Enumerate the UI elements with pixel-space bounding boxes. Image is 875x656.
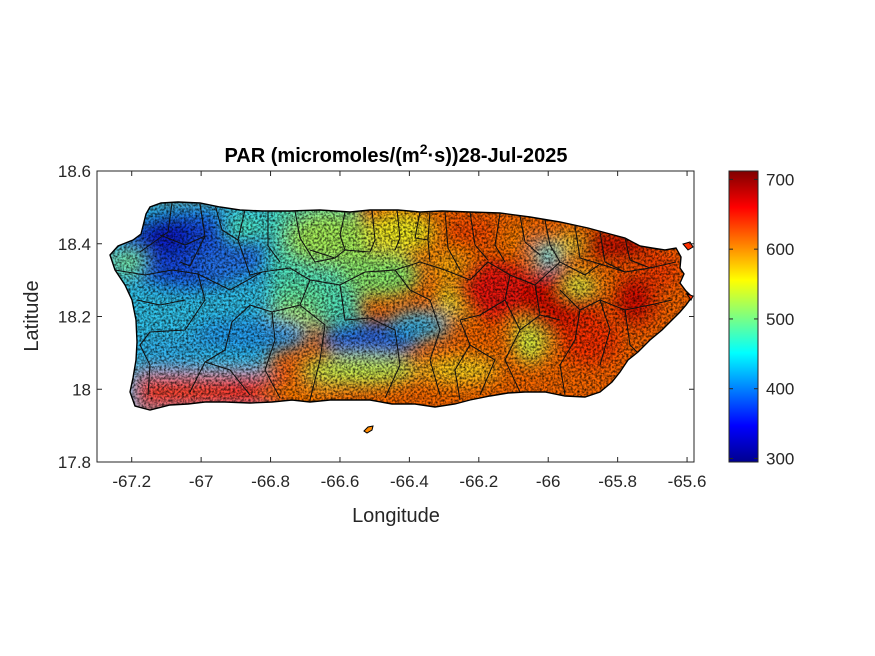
y-tick-label: 17.8 [58, 453, 91, 472]
colorbar-axis: 300 400 500 600 700 [729, 170, 794, 469]
chart-title-prefix: PAR (micromoles/(m [224, 145, 419, 167]
colorbar [728, 170, 759, 463]
colorbar-tick-label: 400 [766, 380, 794, 399]
x-axis-label: Longitude [352, 505, 440, 527]
y-tick-label: 18.6 [58, 162, 91, 181]
x-tick-label: -65.8 [598, 472, 637, 491]
colorbar-tick-label: 600 [766, 240, 794, 259]
x-tick-label: -66.2 [459, 472, 498, 491]
y-axis: 17.8 18 18.2 18.4 18.6 [58, 162, 694, 472]
x-tick-label: -66 [536, 472, 561, 491]
eastern-islets [682, 241, 694, 301]
y-tick-label: 18 [72, 380, 91, 399]
y-axis-label: Latitude [21, 280, 43, 351]
chart-title-suffix: ·s))28-Jul-2025 [427, 145, 567, 167]
x-tick-label: -66.4 [390, 472, 429, 491]
municipality-boundaries [114, 202, 677, 401]
x-tick-label: -67.2 [112, 472, 151, 491]
chart-title-superscript: 2 [420, 141, 428, 157]
par-field [110, 202, 692, 410]
x-tick-label: -66.8 [251, 472, 290, 491]
x-tick-label: -67 [189, 472, 214, 491]
x-tick-label: -65.6 [668, 472, 707, 491]
colorbar-tick-label: 500 [766, 310, 794, 329]
caja-de-muertos-island [363, 425, 374, 434]
colorbar-tick-label: 300 [766, 450, 794, 469]
chart-title: PAR (micromoles/(m2·s))28-Jul-2025 [224, 141, 567, 167]
y-tick-label: 18.2 [58, 308, 91, 327]
x-tick-label: -66.6 [321, 472, 360, 491]
y-tick-label: 18.4 [58, 235, 91, 254]
colorbar-tick-label: 700 [766, 170, 794, 189]
x-axis: -67.2 -67 -66.8 -66.6 -66.4 -66.2 -66 -65.8 -65.… [112, 171, 706, 491]
